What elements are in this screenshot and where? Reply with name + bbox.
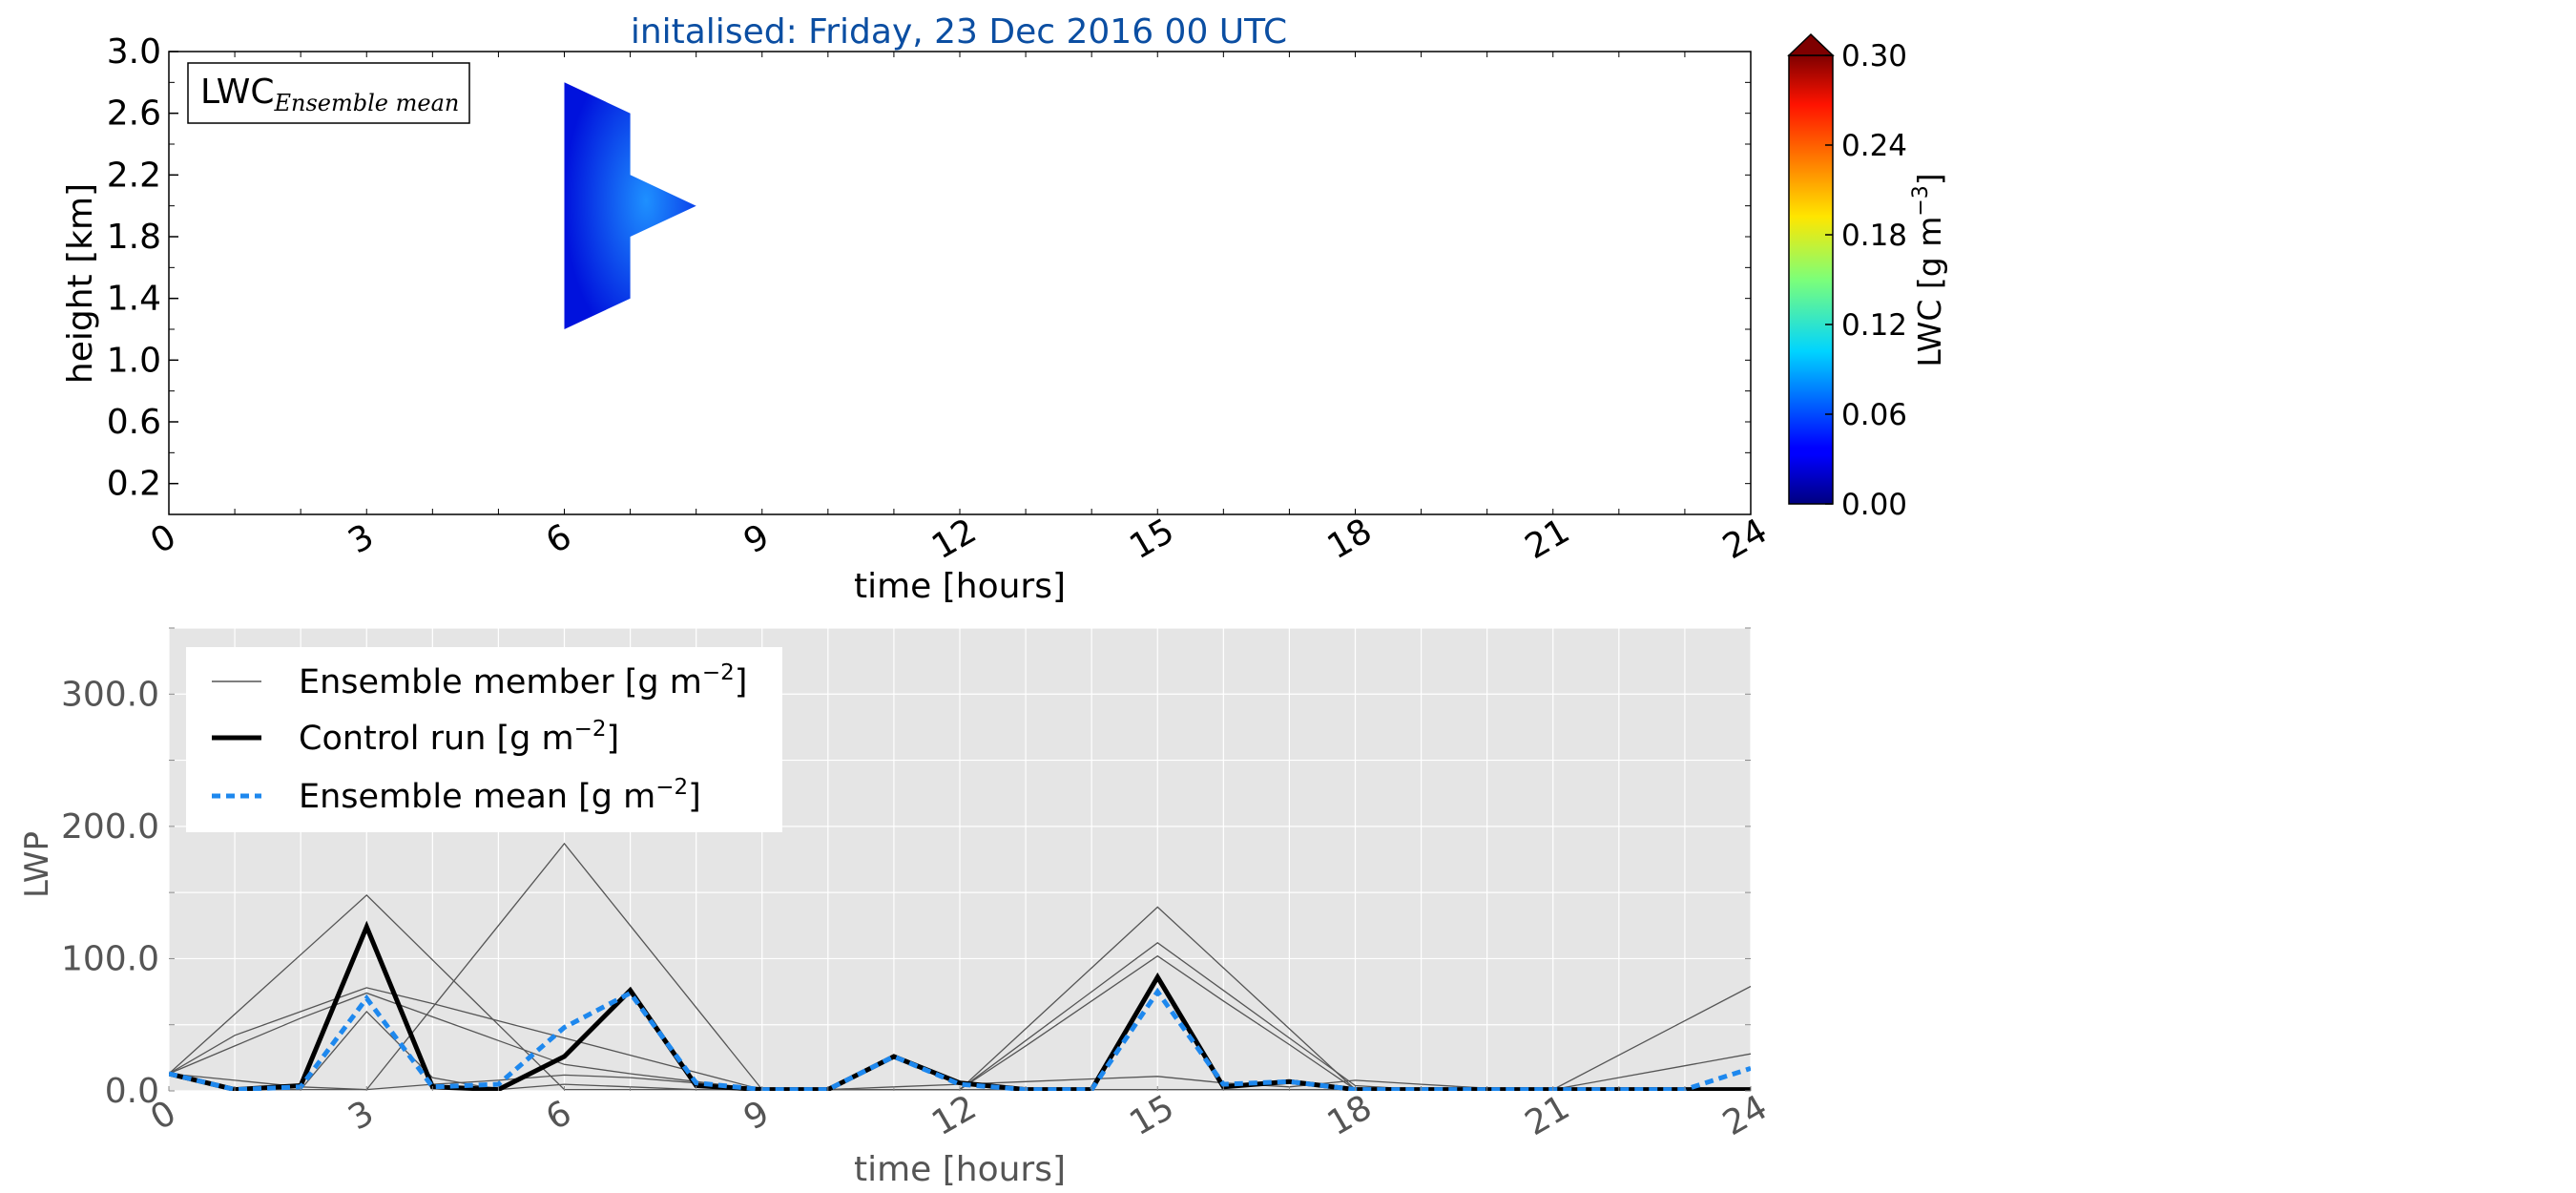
colorbar-tick-label: 0.24 — [1841, 129, 1907, 163]
lwp-minor-ticks — [168, 627, 1752, 1092]
lwc-colorbar: 0.00 0.06 0.12 0.18 0.24 0.30 LWC [g m−3] — [1787, 32, 1948, 522]
lwc-x-tick-label: 6 — [540, 517, 578, 562]
lwc-x-tick-label: 21 — [1519, 512, 1576, 567]
lwc-panel: 0.20.61.01.41.82.22.63.0 0 3 6 9 12 15 18 21 24 … — [61, 32, 1948, 606]
legend-member-exponent: −2 — [702, 660, 735, 685]
legend-mean-close: ] — [688, 778, 701, 816]
lwc-legend-text: LWC — [200, 73, 274, 112]
colorbar-label-exponent: −3 — [1909, 185, 1933, 216]
colorbar-tick-label: 0.12 — [1841, 308, 1907, 343]
colorbar-tick-label: 0.06 — [1841, 398, 1907, 432]
lwp-y-tick-label: 300.0 — [61, 675, 159, 714]
lwp-x-tick-label: 0 — [144, 1094, 182, 1139]
legend-member-text: Ensemble member [g m — [299, 663, 702, 701]
lwp-x-tick-label: 21 — [1519, 1088, 1576, 1143]
legend-mean-exponent: −2 — [655, 775, 688, 800]
lwc-xlabel: time [hours] — [854, 567, 1066, 606]
colorbar-tick-label: 0.18 — [1841, 219, 1907, 253]
lwc-y-tick-label: 0.6 — [107, 403, 161, 442]
lwc-x-tick-label: 3 — [342, 517, 380, 562]
legend-control-text: Control run [g m — [299, 720, 574, 758]
lwc-y-tick-label: 2.2 — [107, 156, 161, 195]
colorbar-tick-label: 0.00 — [1841, 488, 1907, 522]
colorbar-label-main: LWC [g m — [1911, 217, 1948, 367]
lwp-x-tick-label: 3 — [342, 1094, 380, 1139]
lwc-x-tick-label: 18 — [1321, 512, 1379, 567]
lwp-x-tick-label: 9 — [737, 1094, 776, 1139]
lwc-patch — [564, 82, 696, 330]
lwc-y-tick-label: 1.4 — [107, 280, 161, 319]
lwc-y-tick-label: 1.0 — [107, 341, 161, 380]
lwc-axes-frame — [168, 51, 1752, 515]
lwp-panel: 0.0 100.0 200.0 300.0 0 3 6 9 12 15 18 21 24 LWP ti… — [18, 627, 1774, 1189]
lwc-x-tick-label: 9 — [737, 517, 776, 562]
lwp-y-tick-label: 0.0 — [105, 1072, 159, 1111]
lwc-ylabel: height [km] — [61, 183, 100, 384]
lwp-x-tick-label: 6 — [540, 1094, 578, 1139]
lwc-y-tick-label: 3.0 — [107, 32, 161, 72]
figure-title: initalised: Friday, 23 Dec 2016 00 UTC — [631, 12, 1287, 52]
colorbar-label-close: ] — [1911, 173, 1948, 185]
lwp-xlabel: time [hours] — [854, 1150, 1066, 1189]
lwp-ylabel: LWP — [18, 831, 56, 898]
lwp-x-tick-label: 15 — [1123, 1088, 1180, 1143]
lwc-y-tick-label: 2.6 — [107, 94, 161, 134]
lwp-y-tick-label: 200.0 — [61, 807, 159, 847]
lwc-legend-box — [187, 62, 470, 124]
lwp-x-tick-label: 24 — [1716, 1088, 1774, 1143]
lwp-x-tick-label: 12 — [925, 1088, 983, 1143]
lwc-y-tick-label: 1.8 — [107, 218, 161, 257]
colorbar-tick-label: 0.30 — [1841, 39, 1907, 73]
lwc-legend: LWCEnsemble mean — [187, 62, 470, 124]
lwc-x-tick-label: 15 — [1123, 512, 1180, 567]
legend-control-label: Control run [g m−2] — [299, 717, 619, 758]
legend-mean-text: Ensemble mean [g m — [299, 778, 655, 816]
colorbar-gradient — [1788, 54, 1834, 505]
lwc-legend-label: LWCEnsemble mean — [200, 73, 459, 116]
lwp-legend: Ensemble member [g m−2] Control run [g m… — [186, 647, 782, 832]
lwc-x-tick-label: 24 — [1716, 512, 1774, 567]
lwp-y-tick-label: 100.0 — [61, 939, 159, 978]
lwc-y-tick-label: 0.2 — [107, 465, 161, 504]
legend-control-close: ] — [607, 720, 620, 758]
lwc-x-tick-label: 12 — [925, 512, 983, 567]
lwp-legend-box — [186, 647, 782, 832]
lwc-legend-subscript: Ensemble mean — [273, 90, 459, 116]
colorbar-label: LWC [g m−3] — [1909, 173, 1948, 366]
legend-mean-label: Ensemble mean [g m−2] — [299, 775, 701, 816]
lwc-x-tick-label: 0 — [144, 517, 182, 562]
lwp-x-tick-label: 18 — [1321, 1088, 1379, 1143]
colorbar-extend-max — [1787, 32, 1835, 56]
legend-member-label: Ensemble member [g m−2] — [299, 660, 747, 701]
legend-member-close: ] — [735, 663, 748, 701]
legend-control-exponent: −2 — [574, 717, 607, 742]
